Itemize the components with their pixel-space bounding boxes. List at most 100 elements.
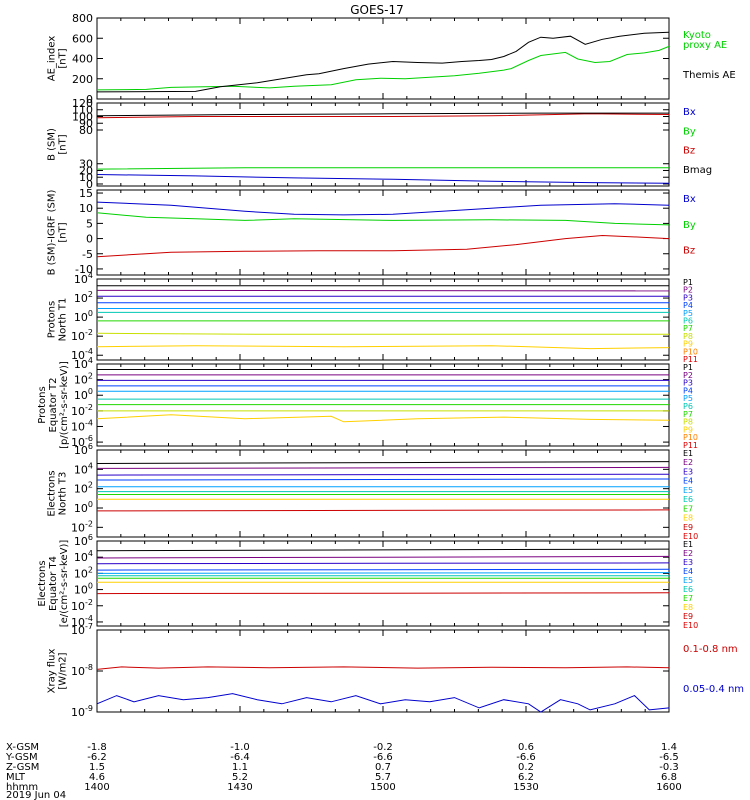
y-tick-label: -10 [75, 263, 93, 276]
series-kyoto [96, 45, 670, 91]
y-tick-label: -5 [82, 248, 93, 261]
legend-entry: P1 [683, 363, 693, 372]
legend-entry: Bx [683, 194, 696, 205]
y-tick-label: 102 [74, 481, 93, 496]
y-tick-label: 100 [74, 387, 93, 402]
x-row-value: -6.6 [516, 752, 536, 763]
legend-entry: P6 [683, 402, 693, 411]
y-tick-label: 5 [86, 217, 93, 230]
y-tick-label: 0 [86, 178, 93, 191]
legend-entry: 0.05-0.4 nm [683, 684, 744, 695]
y-tick-label: 106 [74, 533, 93, 548]
panel-frame [96, 540, 670, 627]
panel-xray: 10-9 10-8 10-7 Xray flux [W/m2] 0.1-0.8 nm 0.0… [47, 622, 745, 719]
y-axis-label: B (SM) [47, 128, 58, 161]
legend-entry: Themis AE [682, 70, 736, 81]
series-bx [96, 174, 670, 184]
legend-entry: P3 [683, 379, 693, 388]
legend-entry: E2 [683, 549, 693, 558]
x-row-value: 4.6 [89, 772, 105, 783]
y-tick-exponent: 0 [88, 309, 93, 318]
legend-entry: P7 [683, 410, 693, 419]
y-tick-exponent: 0 [88, 582, 93, 591]
series-0-05-0-4-nm [96, 693, 670, 713]
series-e9 [96, 509, 670, 512]
legend-entry: P8 [683, 332, 693, 341]
legend-entry: E3 [683, 558, 693, 567]
legend-entry: E3 [683, 467, 693, 476]
y-tick-exponent: -4 [85, 614, 93, 623]
y-axis-label: B (SM)-IGRF (SM) [47, 190, 58, 276]
series-e4 [96, 568, 670, 571]
x-row-value: -6.4 [230, 752, 250, 763]
x-row-value: -6.2 [87, 752, 107, 763]
y-axis-label: [nT] [58, 134, 69, 154]
series-bz [96, 113, 670, 119]
y-axis-label: North T1 [58, 298, 69, 342]
legend-entry: P3 [683, 293, 693, 302]
y-axis-label: [p/(cm²-s-sr-keV)] [59, 361, 70, 449]
legend-entry: P5 [683, 309, 693, 318]
legend-entry: E7 [683, 594, 693, 603]
legend-entry: Bz [683, 146, 695, 157]
y-tick-exponent: -2 [85, 598, 93, 607]
x-row-value: 1400 [84, 782, 109, 793]
series-p8 [96, 332, 669, 335]
y-axis-label: Electrons [47, 470, 58, 516]
y-axis-label: [nT] [58, 48, 69, 68]
y-tick-exponent: 2 [88, 290, 93, 299]
y-tick-label: 200 [72, 73, 93, 86]
y-tick-label: 102 [74, 565, 93, 580]
y-tick-label: 30 [79, 158, 93, 171]
x-row-value: 1.4 [661, 742, 677, 753]
y-tick-label: 80 [79, 124, 93, 137]
y-tick-exponent: 4 [88, 356, 93, 365]
y-tick-label: 104 [74, 461, 93, 476]
y-tick-exponent: 6 [88, 533, 93, 542]
legend-entry: E10 [683, 532, 698, 541]
y-axis-label: North T3 [58, 472, 69, 516]
x-row-value: -6.6 [373, 752, 393, 763]
x-row-label: hhmm [6, 782, 38, 793]
x-row-value: 0.6 [518, 742, 534, 753]
legend-entry: E8 [683, 514, 693, 523]
series-p9 [96, 414, 670, 423]
legend-entry: P9 [683, 340, 693, 349]
x-row-value: 5.7 [375, 772, 391, 783]
legend-entry: E8 [683, 603, 693, 612]
legend-entry: E6 [683, 585, 693, 594]
legend-entry: E1 [683, 540, 693, 549]
legend-entry: P1 [683, 278, 693, 287]
y-tick-exponent: -2 [85, 519, 93, 528]
y-tick-label: 90 [79, 117, 93, 130]
y-tick-exponent: -4 [85, 347, 93, 356]
x-row-value: 0.2 [518, 762, 534, 773]
series-by [96, 212, 670, 226]
x-row-value: 1.5 [89, 762, 105, 773]
y-tick-exponent: -2 [85, 403, 93, 412]
legend-entry: E10 [683, 621, 698, 630]
legend-entry: Bz [683, 246, 695, 257]
y-tick-label: 15 [79, 187, 93, 200]
legend-entry: E5 [683, 486, 693, 495]
x-row-value: 1600 [656, 782, 681, 793]
y-tick-label: 800 [72, 12, 93, 25]
plot-title: GOES-17 [350, 3, 404, 17]
y-tick-exponent: 2 [88, 565, 93, 574]
panel-frame [96, 189, 670, 276]
legend-entry: E7 [683, 504, 693, 513]
y-tick-exponent: 6 [88, 442, 93, 451]
series-e3 [96, 473, 670, 476]
y-tick-exponent: 4 [88, 271, 93, 280]
legend-entry: E2 [683, 458, 693, 467]
y-axis-label: Xray flux [47, 649, 58, 694]
series-e9 [96, 592, 670, 595]
x-row-label: Z-GSM [6, 762, 39, 773]
y-tick-label: 600 [72, 32, 93, 45]
legend-entry: P7 [683, 324, 693, 333]
legend-entry: By [683, 126, 696, 137]
